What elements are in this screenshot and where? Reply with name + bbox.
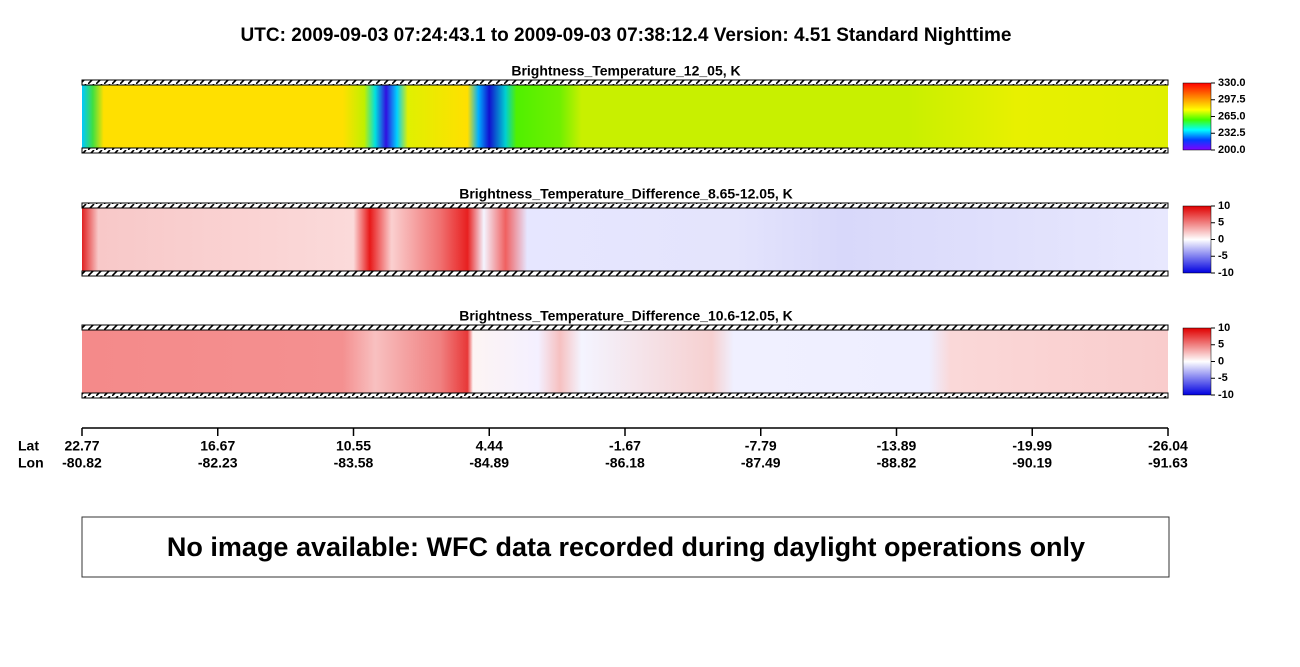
colorbar-label: 265.0 <box>1218 110 1246 122</box>
colorbar-label: 0 <box>1218 233 1224 245</box>
panel-title: Brightness_Temperature_Difference_10.6-1… <box>459 308 793 324</box>
colorbar-label: 330.0 <box>1218 77 1246 89</box>
colorbar <box>1182 327 1212 396</box>
colorbar-label: 5 <box>1218 339 1224 351</box>
colorbar-label: 232.5 <box>1218 127 1246 139</box>
lon-label: -80.82 <box>62 455 102 471</box>
colorbar-label: -10 <box>1218 389 1234 401</box>
lat-label: -26.04 <box>1148 438 1188 454</box>
message: No image available: WFC data recorded du… <box>167 532 1085 562</box>
panel-title: Brightness_Temperature_Difference_8.65-1… <box>459 186 793 202</box>
lon-label: -87.49 <box>741 455 781 471</box>
lon-label: -86.18 <box>605 455 645 471</box>
colorbar-label: 297.5 <box>1218 94 1246 106</box>
lon-label: -83.58 <box>334 455 374 471</box>
colorbar-label: 10 <box>1218 200 1230 212</box>
colorbar-label: 200.0 <box>1218 144 1246 156</box>
row-label: Lat <box>18 438 39 454</box>
lat-label: -13.89 <box>877 438 917 454</box>
colorbar <box>1182 82 1212 151</box>
strip-border <box>81 79 1169 86</box>
lat-label: 4.44 <box>476 438 503 454</box>
lat-label: -19.99 <box>1012 438 1052 454</box>
image-strip <box>82 206 1168 273</box>
colorbar-label: -5 <box>1218 372 1228 384</box>
lon-label: -90.19 <box>1012 455 1052 471</box>
lon-label: -91.63 <box>1148 455 1188 471</box>
colorbar-label: -5 <box>1218 250 1228 262</box>
strip-border <box>81 324 1169 331</box>
lon-label: -82.23 <box>198 455 238 471</box>
image-strip <box>82 328 1168 395</box>
lat-label: -1.67 <box>609 438 641 454</box>
colorbar-label: 10 <box>1218 322 1230 334</box>
image-strip <box>82 83 1168 150</box>
colorbar <box>1182 205 1212 274</box>
strip-border <box>81 202 1169 209</box>
message-box <box>81 516 1170 578</box>
colorbar-label: 5 <box>1218 217 1224 229</box>
lat-label: -7.79 <box>745 438 777 454</box>
lat-label: 22.77 <box>64 438 99 454</box>
colorbar-label: 0 <box>1218 355 1224 367</box>
strip-border <box>81 147 1169 154</box>
page-title: UTC: 2009-09-03 07:24:43.1 to 2009-09-03… <box>241 25 1012 46</box>
strip-border <box>81 270 1169 277</box>
row-label: Lon <box>18 455 44 471</box>
lon-label: -84.89 <box>469 455 509 471</box>
lon-label: -88.82 <box>877 455 917 471</box>
colorbar-label: -10 <box>1218 267 1234 279</box>
lat-label: 16.67 <box>200 438 235 454</box>
strip-border <box>81 392 1169 399</box>
lat-label: 10.55 <box>336 438 371 454</box>
panel-title: Brightness_Temperature_12_05, K <box>511 63 740 79</box>
